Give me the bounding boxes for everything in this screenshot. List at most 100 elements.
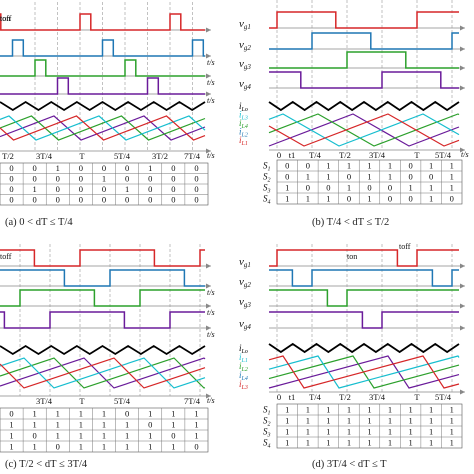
d-gate-wave-2 (269, 269, 459, 287)
a-cell: 0 (148, 195, 152, 205)
a-cell: 0 (102, 163, 106, 173)
a-time-unit: t/s (207, 78, 215, 87)
c-cell: 0 (194, 442, 198, 452)
b-cell: 1 (450, 183, 454, 193)
a-tick-label: 3T/2 (152, 151, 168, 161)
b-tick-label: T (414, 150, 420, 160)
b-current-label-1: iLo (239, 101, 248, 113)
a-cell: 0 (171, 195, 175, 205)
a-cell: 0 (171, 163, 175, 173)
a-gate-wave-1 (0, 13, 205, 31)
b-cell: 1 (367, 161, 371, 171)
b-tick-label: 3T/4 (369, 150, 386, 160)
a-tick-label: T/2 (2, 151, 14, 161)
c-cell: 0 (125, 409, 129, 419)
c-inductor-current-1 (0, 357, 206, 389)
a-gate-axis-arrow (206, 27, 211, 33)
a-gate-axis-arrow (206, 53, 211, 59)
b-cell: 1 (408, 183, 412, 193)
a-cell: 0 (102, 184, 106, 194)
d-cell: 1 (326, 416, 330, 426)
caption-b: (b) T/4 < dT ≤ T/2 (312, 217, 389, 228)
a-cell: 0 (125, 163, 129, 173)
a-cell: 0 (148, 174, 152, 184)
b-cell: 1 (429, 183, 433, 193)
c-inductor-current-3 (0, 357, 206, 389)
c-cell: 1 (148, 442, 152, 452)
b-gate-axis-arrow (460, 46, 465, 52)
b-cell: 1 (326, 172, 330, 182)
d-cell: 1 (408, 416, 412, 426)
a-cell: 0 (125, 174, 129, 184)
d-tick-label: T/4 (309, 392, 322, 402)
d-cell: 1 (450, 405, 454, 415)
c-cell: 1 (56, 420, 60, 430)
b-tick-label: T/2 (339, 150, 351, 160)
b-cell: 0 (347, 194, 351, 204)
b-time-axis-arrow (460, 147, 465, 153)
d-cell: 1 (408, 405, 412, 415)
c-cell: 1 (102, 420, 106, 430)
d-cell: 1 (347, 405, 351, 415)
b-cell: 0 (429, 172, 433, 182)
b-tick-label: t1 (289, 150, 296, 160)
a-cell: 0 (79, 163, 83, 173)
c-gate-wave-1 (0, 249, 205, 267)
b-gate-axis-arrow (460, 25, 465, 31)
d-cell: 1 (285, 405, 289, 415)
c-cell: 1 (148, 431, 152, 441)
a-cell: 1 (56, 163, 60, 173)
d-current-label-3: iL2 (239, 361, 248, 373)
c-tick-label: 3T/4 (36, 396, 53, 406)
d-cell: 1 (367, 416, 371, 426)
d-gate-label-1: vg1 (239, 256, 251, 269)
d-cell: 1 (285, 438, 289, 448)
caption-a-text: (a) 0 < dT ≤ T/4 (5, 217, 73, 228)
d-cell: 1 (367, 427, 371, 437)
b-gate-axis-arrow (460, 65, 465, 71)
d-cell: 1 (306, 427, 310, 437)
d-cell: 1 (285, 416, 289, 426)
b-cell: 0 (388, 194, 392, 204)
b-gate-wave-2 (269, 32, 459, 50)
a-cell: 1 (33, 184, 37, 194)
b-cell: 1 (367, 194, 371, 204)
a-cell: 0 (33, 174, 37, 184)
c-cell: 1 (33, 420, 37, 430)
b-switch-label: S3 (263, 183, 271, 195)
a-cell: 0 (194, 195, 198, 205)
c-time-unit: t/s (207, 330, 215, 339)
b-cell: 1 (429, 161, 433, 171)
d-cell: 1 (429, 405, 433, 415)
d-current-label-5: iL3 (239, 379, 248, 391)
b-switch-label: S2 (263, 172, 271, 184)
a-cell: 0 (171, 184, 175, 194)
c-cell: 1 (125, 442, 129, 452)
d-cell: 1 (408, 438, 412, 448)
b-cell: 0 (285, 161, 289, 171)
b-cell: 1 (306, 172, 310, 182)
c-cell: 1 (194, 409, 198, 419)
b-cell: 1 (388, 161, 392, 171)
b-cell: 0 (408, 161, 412, 171)
caption-b-text: (b) T/4 < dT ≤ T/2 (312, 217, 390, 228)
a-cell: 1 (102, 174, 106, 184)
b-output-ripple (268, 100, 460, 112)
d-gate-wave-1 (269, 249, 459, 267)
caption-a: (a) 0 < dT ≤ T/4 (5, 217, 73, 228)
c-cell: 1 (171, 442, 175, 452)
a-cell: 0 (33, 195, 37, 205)
a-cell: 1 (148, 163, 152, 173)
a-cell: 1 (125, 184, 129, 194)
d-cell: 1 (285, 427, 289, 437)
b-cell: 0 (347, 172, 351, 182)
c-tick-label: 5T/4 (114, 396, 131, 406)
c-cell: 1 (56, 431, 60, 441)
b-cell: 0 (408, 172, 412, 182)
d-tick-label: t1 (289, 392, 296, 402)
d-gate-wave-3 (269, 289, 459, 307)
d-switch-label: S4 (263, 438, 271, 450)
c-inductor-current-4 (0, 357, 206, 389)
c-gate-axis-arrow (206, 283, 211, 289)
b-cell: 0 (388, 183, 392, 193)
